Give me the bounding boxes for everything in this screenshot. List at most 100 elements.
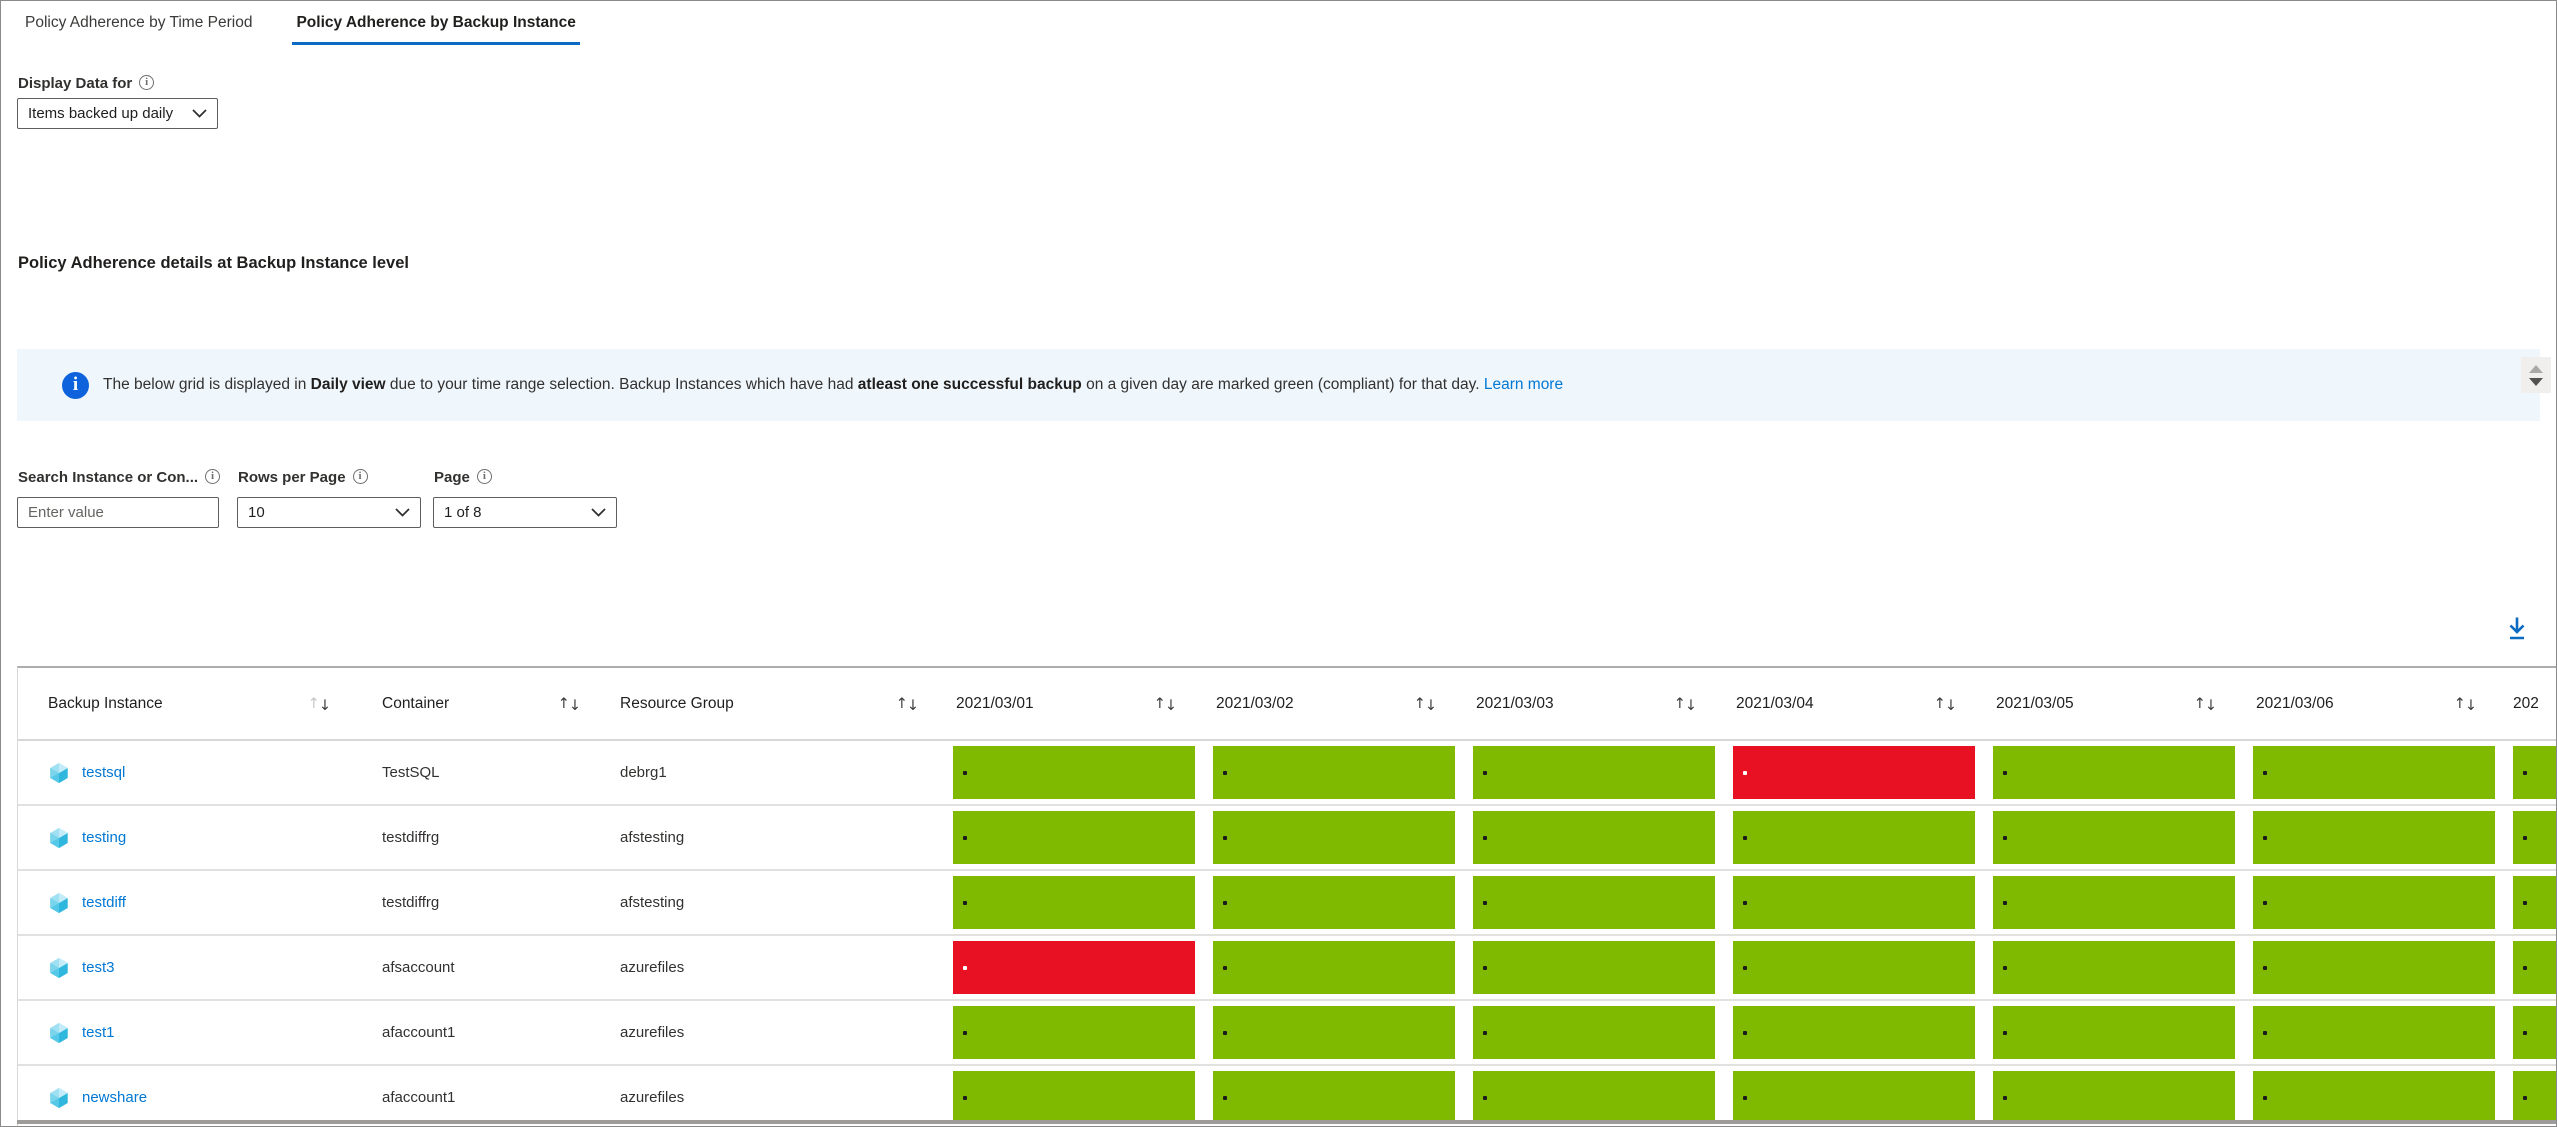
status-dot — [2003, 1095, 2007, 1100]
instance-link[interactable]: newshare — [82, 1089, 148, 1106]
status-dot — [963, 835, 967, 840]
display-data-dropdown[interactable]: Items backed up daily — [17, 98, 218, 129]
instance-link[interactable]: testing — [82, 829, 127, 846]
page-dropdown[interactable]: 1 of 8 — [433, 497, 617, 528]
status-dot — [963, 900, 967, 905]
status-bar-green — [1993, 1071, 2235, 1124]
sort-icon[interactable] — [896, 696, 918, 712]
status-dot — [1483, 900, 1487, 905]
status-cell — [939, 741, 1199, 804]
status-dot — [2263, 835, 2267, 840]
backup-instance-icon — [50, 1022, 68, 1043]
tab-policy-adherence-by-time-period[interactable]: Policy Adherence by Time Period — [25, 14, 253, 31]
status-cell — [2239, 806, 2499, 869]
rows-per-page-dropdown[interactable]: 10 — [237, 497, 421, 528]
rows-per-page-label: Rows per Page — [238, 469, 368, 486]
status-bar-green — [2253, 941, 2495, 994]
instance-link[interactable]: test1 — [82, 1024, 115, 1041]
learn-more-link[interactable]: Learn more — [1483, 376, 1564, 393]
sort-icon[interactable] — [308, 696, 330, 712]
status-bar-green — [1473, 876, 1715, 929]
download-button[interactable] — [2503, 615, 2533, 647]
resource-group-cell: azurefiles — [620, 1024, 685, 1041]
policy-adherence-table: Backup Instance Container Resource Group… — [17, 666, 2556, 1126]
status-bar-green — [1473, 1006, 1715, 1059]
status-cell — [939, 806, 1199, 869]
tab-policy-adherence-by-backup-instance[interactable]: Policy Adherence by Backup Instance — [292, 11, 580, 45]
status-cell — [2239, 871, 2499, 934]
instance-cell: newshare — [18, 1066, 362, 1126]
status-bar-green — [1993, 746, 2235, 799]
info-icon[interactable] — [476, 469, 492, 484]
sort-icon[interactable] — [2454, 696, 2476, 712]
chevron-down-icon — [192, 109, 207, 118]
banner-text-segment: atleast one successful backup — [857, 376, 1082, 393]
status-cell — [1719, 806, 1979, 869]
resource-group-cell: azurefiles — [620, 1089, 685, 1106]
search-label: Search Instance or Con... — [18, 469, 221, 486]
rows-per-page-label-text: Rows per Page — [238, 469, 346, 486]
sort-icon[interactable] — [2194, 696, 2216, 712]
status-bar-green — [1473, 811, 1715, 864]
status-cell — [939, 936, 1199, 999]
container-cell: testdiffrg — [382, 894, 440, 911]
table-row: newshare afaccount1 azurefiles — [18, 1066, 2556, 1126]
status-bar-green — [1473, 941, 1715, 994]
status-cell — [1459, 1066, 1719, 1126]
banner-text-segment: due to your time range selection. Backup… — [385, 376, 858, 393]
instance-link[interactable]: test3 — [82, 959, 115, 976]
status-bar-green — [2253, 1006, 2495, 1059]
status-dot — [1223, 900, 1227, 905]
status-dot — [1743, 965, 1747, 970]
status-cell — [1719, 741, 1979, 804]
status-bar-green — [1733, 876, 1975, 929]
status-dot — [1483, 1095, 1487, 1100]
info-icon[interactable] — [139, 75, 155, 90]
search-input[interactable] — [28, 504, 208, 521]
banner-text-segment: The below grid is displayed in — [103, 376, 311, 393]
table-row: testing testdiffrg afstesting — [18, 806, 2556, 871]
status-dot — [1223, 835, 1227, 840]
sort-icon[interactable] — [1154, 696, 1176, 712]
status-cell — [939, 871, 1199, 934]
instance-link[interactable]: testdiff — [82, 894, 126, 911]
search-input-box — [17, 497, 219, 528]
instance-link[interactable]: testsql — [82, 764, 126, 781]
status-dot — [1223, 1095, 1227, 1100]
status-dot — [1483, 1030, 1487, 1035]
sort-icon[interactable] — [1934, 696, 1956, 712]
status-dot — [2003, 1030, 2007, 1035]
page-label: Page — [434, 469, 492, 486]
status-dot — [2263, 965, 2267, 970]
banner-text: The below grid is displayed in Daily vie… — [103, 376, 1563, 394]
scroll-down-icon[interactable] — [2529, 377, 2543, 386]
horizontal-scrollbar[interactable] — [17, 1120, 2556, 1124]
status-cell — [1459, 936, 1719, 999]
sort-icon[interactable] — [558, 696, 580, 712]
column-header-label: 2021/03/03 — [1476, 694, 1554, 712]
backup-instance-icon — [50, 957, 68, 978]
info-icon[interactable] — [352, 469, 368, 484]
info-icon[interactable] — [205, 469, 221, 484]
chevron-down-icon — [591, 508, 606, 517]
column-header-date: 2021/03/04 — [1719, 668, 1979, 739]
status-cell — [1719, 871, 1979, 934]
scroll-up-icon[interactable] — [2529, 364, 2543, 373]
status-cell — [1979, 806, 2239, 869]
container-cell: afsaccount — [382, 959, 455, 976]
status-dot — [1743, 900, 1747, 905]
status-bar-green — [1213, 811, 1455, 864]
rows-per-page-value: 10 — [248, 504, 265, 521]
column-header-date: 2021/03/05 — [1979, 668, 2239, 739]
scroll-spinner[interactable] — [2521, 357, 2551, 393]
status-cell — [1719, 1001, 1979, 1064]
status-dot — [1223, 770, 1227, 775]
status-dot — [963, 1030, 967, 1035]
status-bar-green — [2253, 876, 2495, 929]
status-bar-green — [2513, 1006, 2556, 1059]
sort-icon[interactable] — [1674, 696, 1696, 712]
display-data-label: Display Data for — [18, 75, 155, 92]
sort-icon[interactable] — [1414, 696, 1436, 712]
status-cell — [1199, 741, 1459, 804]
